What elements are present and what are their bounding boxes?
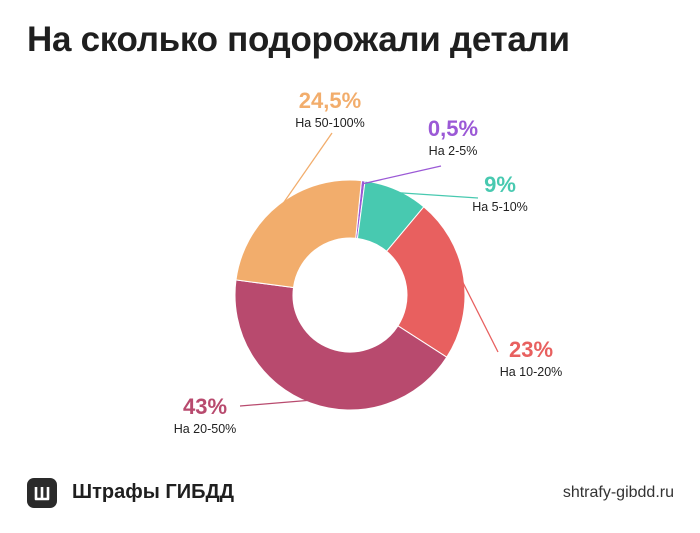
brand-name: Штрафы ГИБДД — [72, 481, 234, 503]
leader-lines-group — [239, 132, 499, 407]
slice-value-label: 43% — [183, 394, 227, 419]
site-url[interactable]: shtrafy-gibdd.ru — [562, 484, 674, 501]
chart-title: На сколько подорожали детали — [27, 20, 570, 59]
sha-letter-icon — [34, 487, 50, 501]
slice-value-label: 0,5% — [428, 116, 478, 141]
slice-category-label: На 50-100% — [295, 116, 365, 130]
donut-slice — [235, 179, 363, 289]
slice-value-label: 23% — [509, 337, 553, 362]
brand-logo — [27, 478, 57, 508]
donut-slice — [234, 279, 448, 411]
slice-category-label: На 20-50% — [174, 422, 237, 436]
leader-line — [362, 165, 442, 185]
leader-line — [279, 132, 333, 208]
donut-slice — [385, 206, 466, 358]
slice-category-label: На 2-5% — [429, 144, 478, 158]
labels-group: 0,5% На 2-5% 9% На 5-10% 23% На 10-20% 43% На 2… — [174, 88, 563, 436]
leader-line — [460, 277, 499, 353]
leader-line — [395, 191, 479, 199]
slices-group — [234, 179, 466, 411]
slice-value-label: 24,5% — [299, 88, 361, 113]
leader-line — [239, 399, 312, 407]
slice-value-label: 9% — [484, 172, 516, 197]
slice-category-label: На 10-20% — [500, 365, 563, 379]
slice-category-label: На 5-10% — [472, 200, 528, 214]
